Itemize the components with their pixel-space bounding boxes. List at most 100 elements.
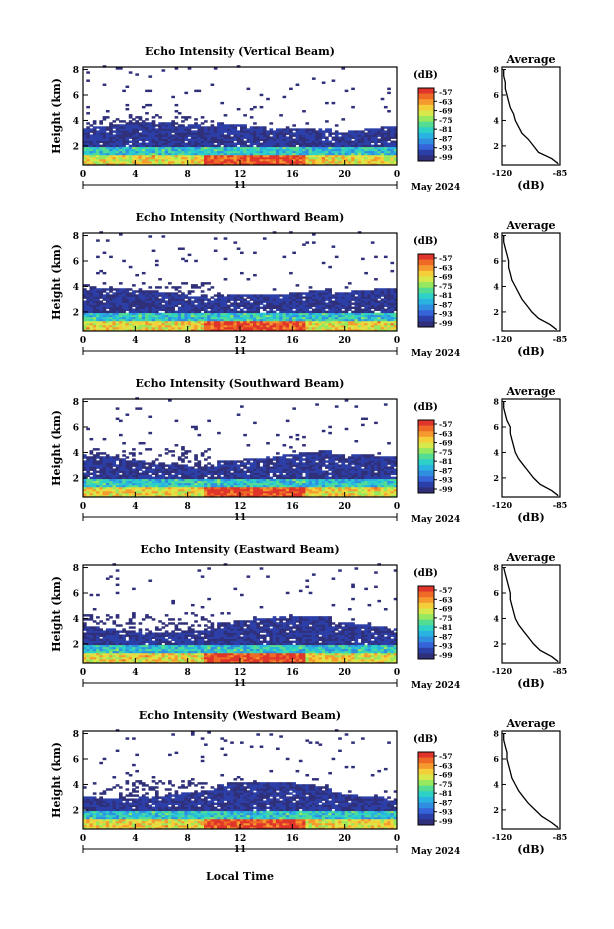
y-tick-label: 8 (73, 730, 79, 740)
y-axis-label: Height (km) (50, 576, 63, 652)
colorbar-swatch (418, 425, 434, 432)
profile-y-tick-label: 6 (493, 256, 499, 266)
profile-title: Average (505, 717, 555, 730)
profile-y-tick-label: 2 (493, 307, 499, 317)
x-tick-label: 12 (234, 336, 247, 346)
colorbar-swatch (418, 785, 434, 792)
x-tick-label: 12 (234, 502, 247, 512)
x-tick-label: 0 (80, 668, 86, 678)
y-axis-label: Height (km) (50, 410, 63, 486)
colorbar-swatch (418, 642, 434, 649)
panel-title: Echo Intensity (Northward Beam) (136, 211, 345, 224)
x-tick-label: 4 (132, 170, 138, 180)
colorbar-swatch (418, 254, 434, 260)
x-tick-label: 4 (132, 336, 138, 346)
colorbar-swatch (418, 625, 434, 632)
colorbar-swatch (418, 298, 434, 305)
colorbar-tick-label: -99 (439, 817, 453, 826)
colorbar-tick-label: -57 (439, 254, 453, 263)
profile-y-tick-label: 4 (493, 281, 499, 291)
profile-y-tick-label: 8 (493, 397, 499, 407)
y-tick-label: 4 (73, 449, 79, 459)
profile-x-tick-label: -120 (492, 666, 512, 676)
colorbar-tick-label: -81 (439, 457, 453, 466)
x-tick-label: 16 (286, 834, 299, 844)
colorbar-swatch (418, 470, 434, 477)
colorbar-tick-label: -69 (439, 771, 453, 780)
colorbar-tick-label: -81 (439, 789, 453, 798)
colorbar-tick-label: -81 (439, 291, 453, 300)
profile-x-tick-label: -85 (553, 832, 567, 842)
colorbar-swatch (418, 608, 434, 615)
colorbar-swatch (418, 619, 434, 626)
day-label: 11 (234, 845, 247, 855)
profile-y-tick-label: 8 (493, 729, 499, 739)
colorbar-swatch (418, 88, 434, 94)
colorbar-swatch (418, 321, 434, 328)
x-tick-label: 16 (286, 170, 299, 180)
colorbar-tick-label: -75 (439, 116, 453, 125)
heatmap-field (83, 65, 398, 166)
colorbar-swatch (418, 647, 434, 654)
colorbar-swatch (418, 265, 434, 272)
profile-x-label: (dB) (517, 179, 544, 192)
profile-x-tick-label: -85 (553, 168, 567, 178)
colorbar-tick-label: -87 (439, 300, 453, 309)
colorbar-swatch (418, 144, 434, 151)
colorbar-frame (417, 585, 435, 660)
date-label: May 2024 (411, 349, 460, 359)
colorbar-tick-label: -75 (439, 614, 453, 623)
colorbar-swatch (418, 431, 434, 438)
x-tick-label: 12 (234, 668, 247, 678)
heatmap-field (83, 563, 398, 664)
date-label: May 2024 (411, 515, 460, 525)
profile-frame (501, 66, 561, 166)
colorbar-tick-label: -99 (439, 651, 453, 660)
colorbar-swatch (418, 276, 434, 283)
colorbar-swatch (418, 476, 434, 483)
colorbar-tick-label: -63 (439, 761, 453, 770)
colorbar-swatch (418, 138, 434, 145)
x-tick-label: 4 (132, 502, 138, 512)
colorbar-swatch (418, 259, 434, 266)
colorbar-swatch (418, 315, 434, 322)
x-tick-label: 0 (394, 502, 400, 512)
profile-y-tick-label: 2 (493, 141, 499, 151)
colorbar-swatch (418, 597, 434, 604)
profile-x-tick-label: -120 (492, 168, 512, 178)
colorbar-frame (417, 253, 435, 328)
x-tick-label: 0 (394, 834, 400, 844)
x-tick-label: 8 (185, 834, 191, 844)
heatmap-field (83, 397, 398, 498)
colorbar-tick-label: -57 (439, 420, 453, 429)
x-axis-label: Local Time (206, 870, 274, 883)
colorbar-swatch (418, 287, 434, 294)
profile-y-tick-label: 6 (493, 422, 499, 432)
colorbar-unit: (dB) (413, 402, 438, 413)
colorbar-tick-label: -75 (439, 282, 453, 291)
x-tick-label: 0 (394, 336, 400, 346)
x-tick-label: 4 (132, 668, 138, 678)
profile-y-tick-label: 2 (493, 805, 499, 815)
colorbar-unit: (dB) (413, 568, 438, 579)
colorbar-tick-label: -63 (439, 97, 453, 106)
profile-x-label: (dB) (517, 345, 544, 358)
profile-x-tick-label: -85 (553, 334, 567, 344)
colorbar-swatch (418, 110, 434, 117)
profile-y-tick-label: 6 (493, 754, 499, 764)
colorbar-frame (417, 87, 435, 162)
y-tick-label: 6 (73, 92, 79, 102)
profile-y-tick-label: 4 (493, 779, 499, 789)
colorbar-tick-label: -63 (439, 263, 453, 272)
colorbar-swatch (418, 99, 434, 106)
colorbar-swatch (418, 121, 434, 128)
heatmap-field (83, 231, 398, 332)
y-tick-label: 4 (73, 117, 79, 127)
x-tick-label: 0 (80, 170, 86, 180)
colorbar-swatch (418, 293, 434, 300)
colorbar-swatch (418, 93, 434, 100)
profile-frame (501, 564, 561, 664)
day-label: 11 (234, 181, 247, 191)
